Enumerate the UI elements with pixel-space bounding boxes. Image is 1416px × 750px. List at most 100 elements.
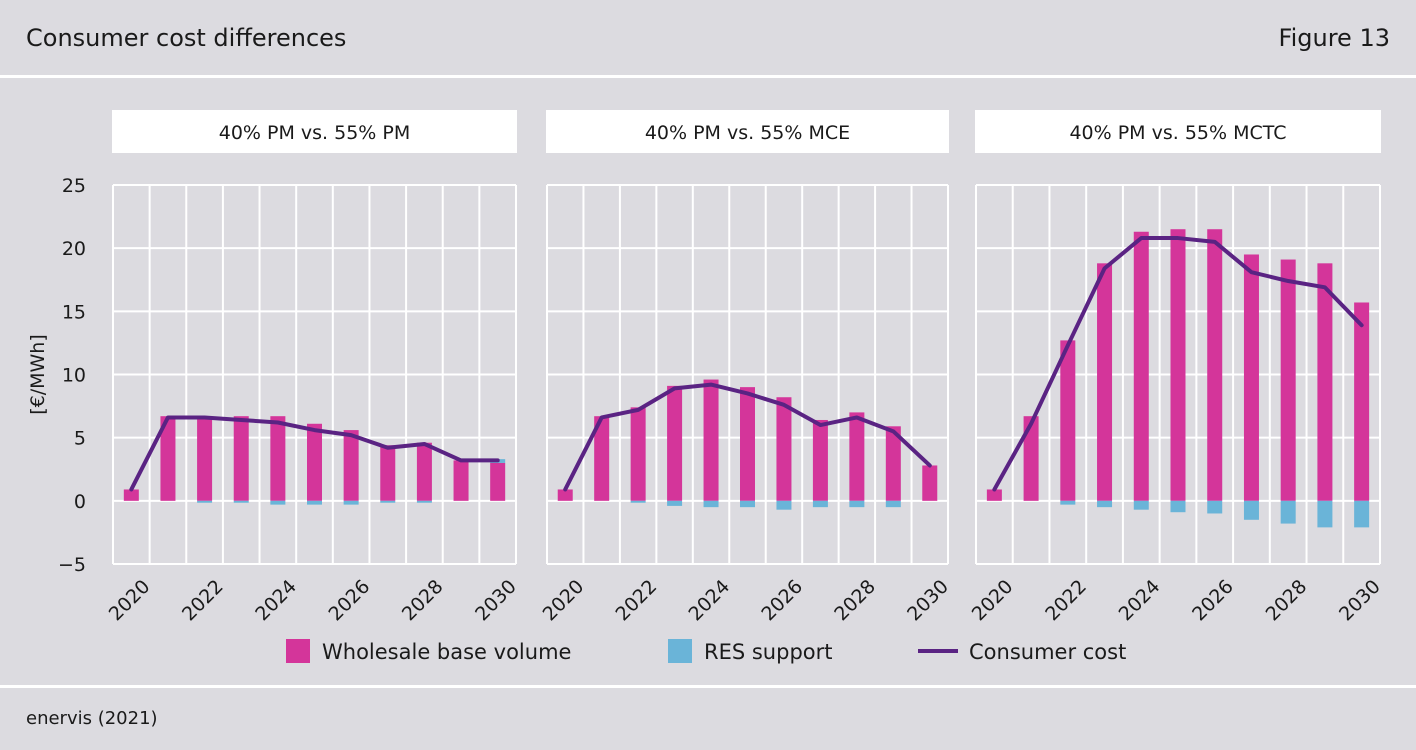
x-tick-label: 2022 <box>1041 576 1091 626</box>
wholesale-bar <box>233 416 249 501</box>
panel-2: 40% PM vs. 55% MCE 2020 2022 2024 2026 2028 20… <box>539 110 953 625</box>
wholesale-bar <box>1243 254 1259 501</box>
top-divider <box>0 75 1416 78</box>
y-tick-label: 10 <box>62 365 86 387</box>
legend-label: RES support <box>704 640 833 664</box>
wholesale-bar <box>343 430 359 501</box>
res-bar <box>270 500 286 505</box>
wholesale-bar <box>667 385 683 501</box>
y-tick-label: 25 <box>62 175 86 197</box>
wholesale-bar <box>123 489 139 501</box>
chart-area: 25 20 15 10 5 0 −5 [€/MWh] 40% PM vs. 55% PM 2020… <box>27 110 1385 664</box>
x-tick-label: 2022 <box>612 576 662 626</box>
y-axis-label: [€/MWh] <box>27 334 49 415</box>
x-tick-label: 2024 <box>684 576 734 626</box>
res-bar <box>667 500 683 506</box>
x-tick-label: 2020 <box>968 576 1018 626</box>
wholesale-bar <box>630 407 646 501</box>
res-bar <box>1097 500 1113 508</box>
wholesale-bar <box>557 489 573 501</box>
panel-title: 40% PM vs. 55% PM <box>219 122 411 144</box>
x-tick-label: 2026 <box>325 576 375 626</box>
wholesale-bar <box>776 397 792 501</box>
res-bar <box>1133 500 1149 510</box>
res-bar <box>1060 500 1076 505</box>
panel-3: 40% PM vs. 55% MCTC 2020 2022 2024 2026 2028 2… <box>968 110 1385 625</box>
x-tick-label: 2024 <box>1115 576 1165 626</box>
res-bar <box>233 500 249 503</box>
res-bar <box>812 500 828 508</box>
x-tick-label: 2030 <box>471 576 521 626</box>
legend-item: RES support <box>668 639 833 664</box>
panel-title: 40% PM vs. 55% MCTC <box>1069 122 1286 144</box>
y-tick-label: −5 <box>58 554 86 576</box>
wholesale-bar <box>1023 416 1039 501</box>
source-note: enervis (2021) <box>26 708 158 729</box>
wholesale-bar <box>1354 302 1370 501</box>
x-tick-label: 2022 <box>178 576 228 626</box>
figure-title: Consumer cost differences <box>26 24 347 52</box>
legend: Wholesale base volume RES support Consumer… <box>286 639 1126 664</box>
wholesale-bar <box>197 417 213 501</box>
res-bar <box>885 500 901 508</box>
wholesale-bar <box>1207 229 1223 501</box>
y-tick-label: 5 <box>74 428 86 450</box>
wholesale-bar <box>1097 263 1113 501</box>
y-tick-label: 0 <box>74 491 86 513</box>
title-row: Consumer cost differences Figure 13 <box>0 0 1416 76</box>
wholesale-bar <box>453 460 469 501</box>
legend-label: Consumer cost <box>969 640 1126 664</box>
wholesale-bar <box>1170 229 1186 501</box>
res-bar <box>776 500 792 510</box>
x-tick-label: 2028 <box>830 576 880 626</box>
wholesale-bar <box>416 442 432 501</box>
panel-title-box <box>112 110 517 153</box>
figure-number: Figure 13 <box>1278 24 1390 52</box>
x-tick-label: 2020 <box>539 576 589 626</box>
x-tick-label: 2024 <box>251 576 301 626</box>
y-tick-label: 15 <box>62 301 86 323</box>
x-tick-label: 2026 <box>757 576 807 626</box>
wholesale-bar <box>740 387 755 501</box>
x-tick-label: 2028 <box>398 576 448 626</box>
res-bar <box>307 500 322 505</box>
wholesale-bar <box>885 426 901 501</box>
panel-title: 40% PM vs. 55% MCE <box>645 122 850 144</box>
x-tick-label: 2030 <box>903 576 953 626</box>
x-tick-label: 2020 <box>105 576 155 626</box>
res-bar <box>416 500 432 503</box>
x-tick-label: 2026 <box>1188 576 1238 626</box>
wholesale-bar <box>1280 259 1296 501</box>
res-bar <box>1207 500 1223 514</box>
res-bar <box>343 500 359 505</box>
wholesale-bar <box>849 412 865 501</box>
x-tick-label: 2028 <box>1262 576 1312 626</box>
wholesale-bar <box>812 419 828 501</box>
wholesale-bar <box>703 379 719 501</box>
res-bar <box>703 500 719 508</box>
legend-item: Wholesale base volume <box>286 639 571 664</box>
x-tick-label: 2030 <box>1335 576 1385 626</box>
res-bar <box>630 500 646 503</box>
legend-swatch <box>286 639 310 663</box>
wholesale-bar <box>594 416 610 501</box>
res-bar <box>1317 500 1333 528</box>
wholesale-bar <box>1133 231 1149 501</box>
wholesale-bar <box>1060 340 1076 501</box>
res-bar <box>1243 500 1259 520</box>
wholesale-bar <box>307 423 322 501</box>
wholesale-bar <box>922 465 938 501</box>
panel-title-box <box>546 110 949 153</box>
res-bar <box>1170 500 1186 513</box>
res-bar <box>740 500 755 508</box>
legend-swatch <box>668 639 692 663</box>
wholesale-bar <box>270 416 286 501</box>
res-bar <box>1354 500 1370 528</box>
res-bar <box>849 500 865 508</box>
legend-label: Wholesale base volume <box>322 640 571 664</box>
legend-item: Consumer cost <box>918 640 1126 664</box>
bottom-divider <box>0 685 1416 688</box>
wholesale-bar <box>380 445 396 501</box>
wholesale-bar <box>986 489 1002 501</box>
wholesale-bar <box>490 462 506 501</box>
